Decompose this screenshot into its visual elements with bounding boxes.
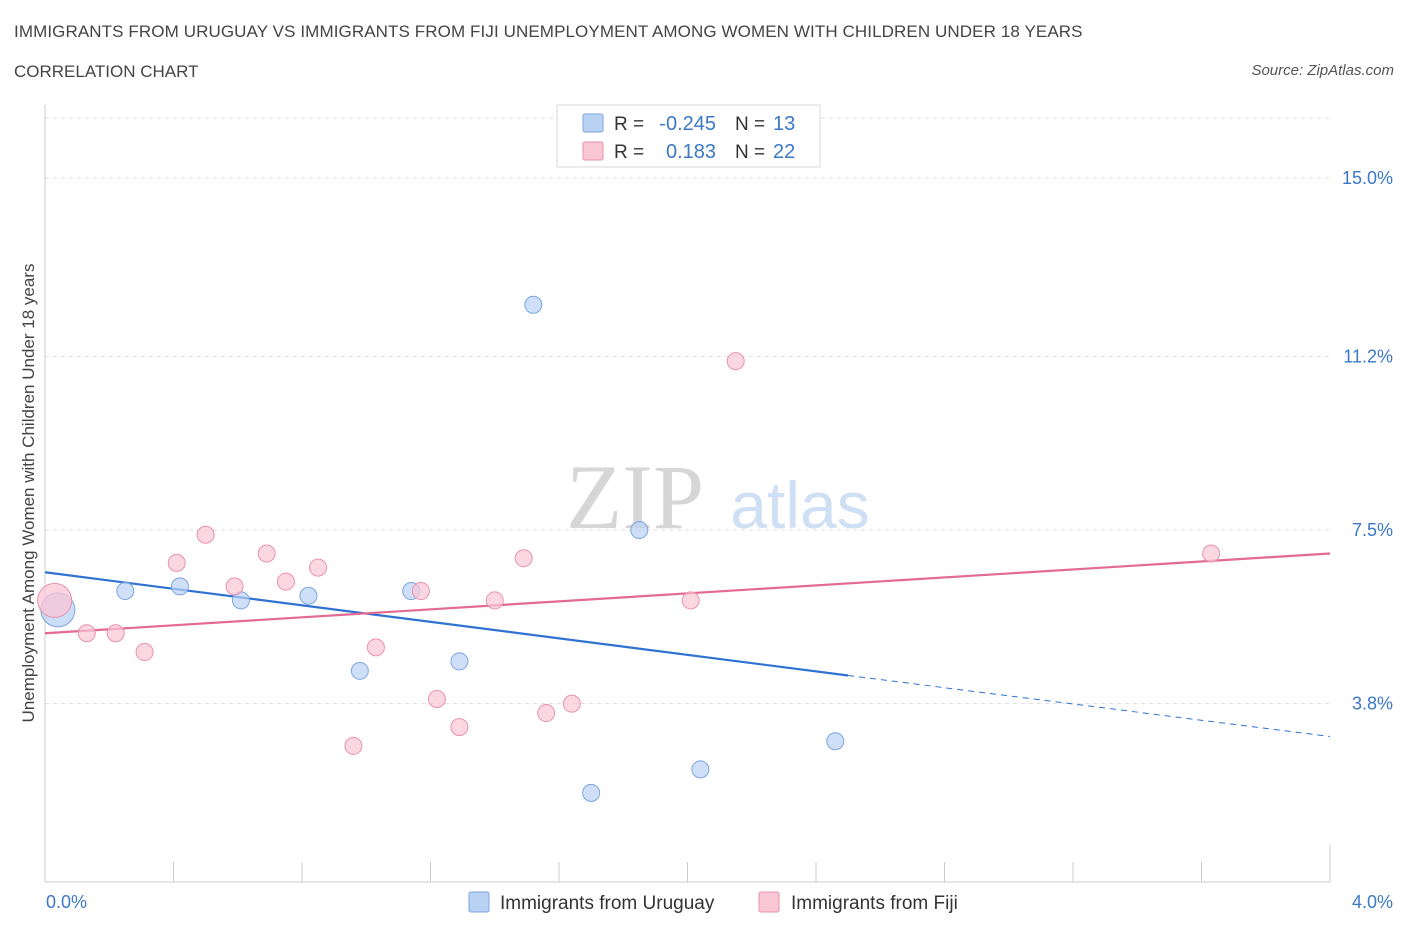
- tick-labels: 3.8% 7.5% 11.2% 15.0% 0.0% 4.0%: [46, 168, 1393, 912]
- y-axis-label: Unemployment Among Women with Children U…: [19, 264, 38, 723]
- y-tick-label: 3.8%: [1352, 694, 1393, 714]
- point-fiji: [726, 352, 745, 371]
- y-tick-label: 15.0%: [1342, 168, 1393, 188]
- watermark-atlas: atlas: [730, 468, 869, 542]
- stats-n-value-uruguay: 13: [773, 113, 795, 135]
- stats-n-value-fiji: 22: [773, 141, 795, 163]
- point-uruguay: [116, 582, 135, 601]
- point-fiji: [537, 704, 556, 723]
- point-uruguay: [630, 521, 649, 540]
- point-fiji: [562, 694, 581, 713]
- point-fiji: [344, 736, 363, 755]
- y-tick-label: 11.2%: [1343, 346, 1393, 366]
- stats-swatch-uruguay: [582, 113, 604, 133]
- point-uruguay: [691, 760, 710, 779]
- stats-r-label-fiji: R =: [614, 142, 644, 163]
- point-fiji: [106, 624, 125, 643]
- zipatlas-watermark: ZIP atlas: [566, 446, 870, 548]
- legend-label-fiji: Immigrants from Fiji: [791, 893, 958, 914]
- x-tick-label-start: 0.0%: [46, 892, 87, 912]
- point-fiji: [225, 577, 244, 596]
- stats-r-value-fiji: 0.183: [660, 141, 716, 163]
- point-fiji: [450, 718, 469, 737]
- stats-n-label-uruguay: N =: [735, 114, 765, 135]
- point-fiji: [135, 643, 154, 662]
- stats-n-label-fiji: N =: [735, 142, 765, 163]
- stats-r-label-uruguay: R =: [614, 114, 644, 135]
- stats-swatch-fiji: [582, 141, 604, 161]
- point-fiji: [276, 572, 295, 591]
- trend-line-uruguay-projection: [848, 675, 1331, 738]
- point-fiji: [257, 544, 276, 563]
- x-tick-label-end: 4.0%: [1352, 892, 1393, 912]
- y-tick-label: 7.5%: [1352, 520, 1393, 540]
- legend-swatch-uruguay: [468, 891, 490, 913]
- point-uruguay: [299, 586, 318, 605]
- point-fiji: [196, 525, 215, 544]
- legend-swatch-fiji: [758, 891, 780, 913]
- axes: [44, 105, 1331, 883]
- data-points: [37, 295, 1221, 802]
- point-uruguay: [350, 661, 369, 680]
- point-fiji: [681, 591, 700, 610]
- point-uruguay: [826, 732, 845, 751]
- grid-lines: [45, 117, 1330, 705]
- point-fiji: [427, 689, 446, 708]
- chart-title: IMMIGRANTS FROM URUGUAY VS IMMIGRANTS FR…: [14, 22, 1083, 41]
- point-fiji: [77, 624, 96, 643]
- point-uruguay: [582, 783, 601, 802]
- point-uruguay: [450, 652, 469, 671]
- stats-r-value-uruguay: -0.245: [659, 113, 716, 135]
- trend-line-uruguay: [44, 571, 849, 677]
- point-fiji: [366, 638, 385, 657]
- series-legend: Immigrants from Uruguay Immigrants from …: [468, 891, 958, 914]
- stats-legend: R = -0.245 N = 13 R = 0.183 N = 22: [556, 104, 821, 168]
- point-fiji: [485, 591, 504, 610]
- source-label: Source: ZipAtlas.com: [1251, 62, 1394, 79]
- point-uruguay: [170, 577, 189, 596]
- point-uruguay: [524, 295, 543, 314]
- point-fiji: [309, 558, 328, 577]
- chart-subtitle: CORRELATION CHART: [14, 62, 199, 81]
- point-fiji: [1202, 544, 1221, 563]
- point-fiji: [514, 549, 533, 568]
- legend-label-uruguay: Immigrants from Uruguay: [500, 893, 715, 914]
- point-fiji: [167, 553, 186, 572]
- point-fiji: [411, 582, 430, 601]
- point-fiji-large: [37, 582, 73, 618]
